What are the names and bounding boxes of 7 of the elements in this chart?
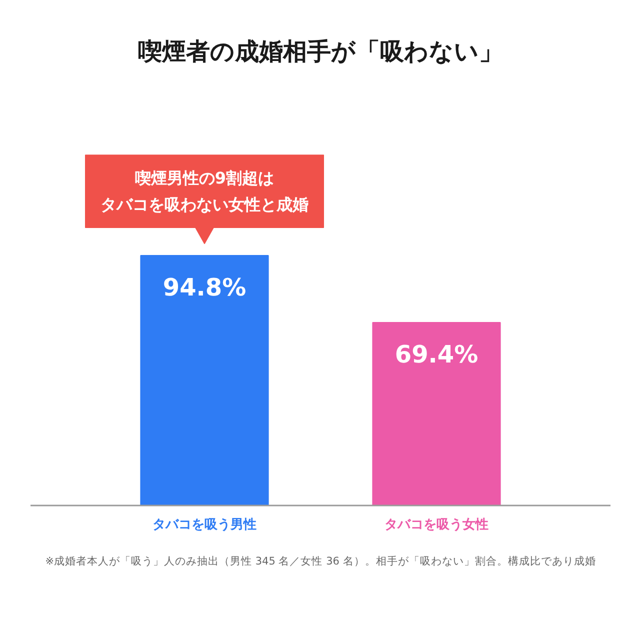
data-label: 94.8% bbox=[162, 274, 246, 302]
chart-title: 喫煙者の成婚相手が「吸わない」 bbox=[138, 38, 503, 66]
text: 喫煙男性の9割超はタバコを吸わない女性と成婚 bbox=[100, 168, 308, 214]
text: ※成婚者本人が「吸う」人のみ抽出（男性 345 名／女性 36 名）。相手が「吸わない」割合。構成比であり成婚 bbox=[45, 554, 596, 568]
x-tick-label: タバコを吸う男性 bbox=[152, 518, 256, 532]
x-tick-label: タバコを吸う女性 bbox=[384, 518, 488, 532]
data-label: 69.4% bbox=[394, 340, 478, 368]
